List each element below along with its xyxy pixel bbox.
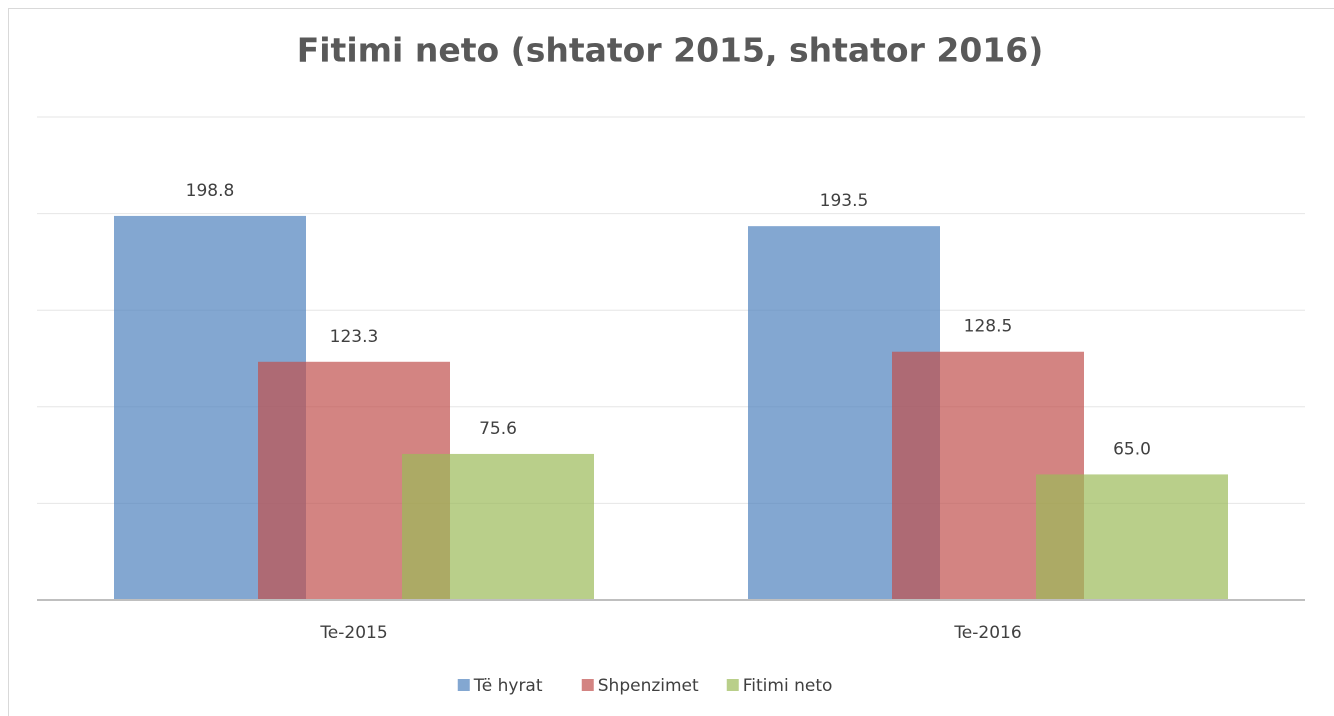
bar [1036,474,1228,600]
data-label: 198.8 [186,181,235,201]
legend-swatch [726,679,739,691]
data-label: 65.0 [1113,439,1151,459]
data-label: 128.5 [964,317,1013,337]
legend-swatch [581,679,594,691]
legend-label: Fitimi neto [743,676,833,696]
data-label: 75.6 [479,419,517,439]
data-label: 123.3 [330,327,379,347]
legend-swatch [457,679,470,691]
legend-label: Shpenzimet [598,676,699,696]
data-label: 193.5 [820,191,869,211]
x-tick-label: Te-2016 [953,623,1021,643]
chart-title: Fitimi neto (shtator 2015, shtator 2016) [297,31,1044,70]
bar [402,453,594,600]
x-tick-label: Te-2015 [319,623,387,643]
legend-label: Të hyrat [473,676,543,696]
